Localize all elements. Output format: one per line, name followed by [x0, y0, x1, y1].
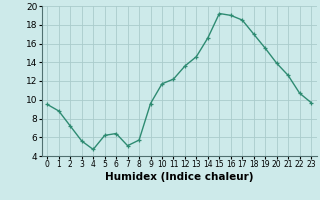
X-axis label: Humidex (Indice chaleur): Humidex (Indice chaleur): [105, 172, 253, 182]
